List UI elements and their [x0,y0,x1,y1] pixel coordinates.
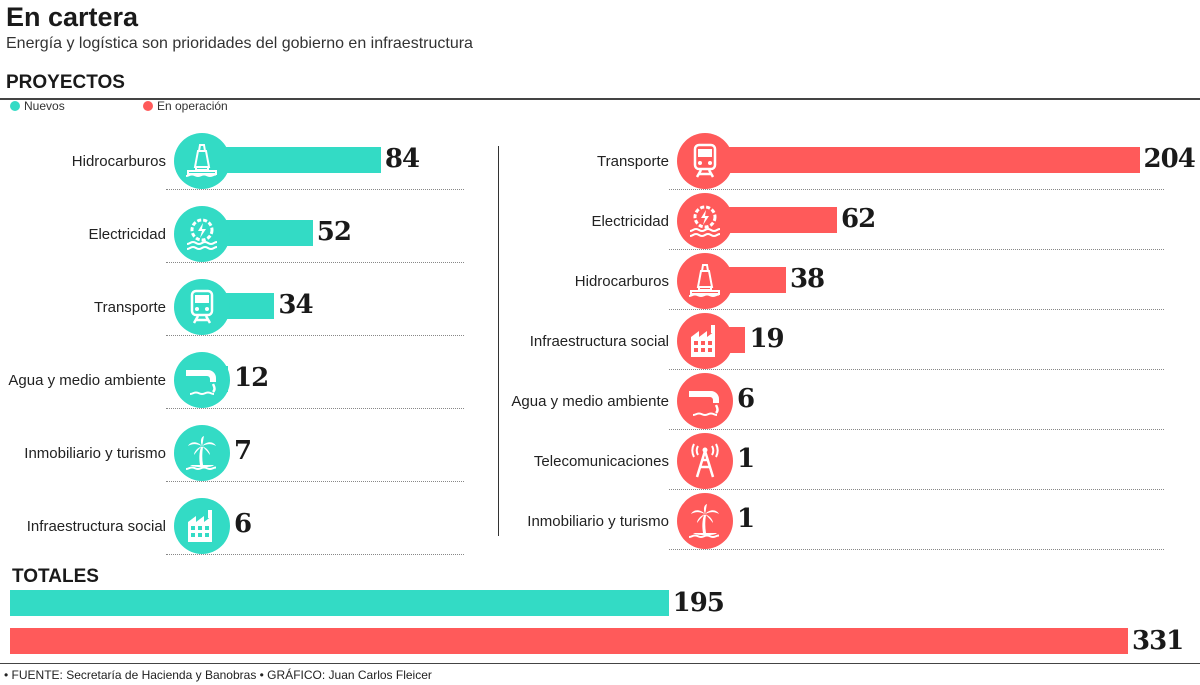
oil-rig-icon [174,133,230,189]
bar-row-new-agua-y-medio-ambiente: Agua y medio ambiente 12 [0,350,700,410]
chart-subtitle: Energía y logística son prioridades del … [6,35,473,52]
category-label: Infraestructura social [26,517,166,535]
total-bar-nuevos [10,590,669,616]
source-credit: • FUENTE: Secretaría de Hacienda y Banob… [4,668,432,682]
power-plant-icon [677,193,733,249]
category-label: Agua y medio ambiente [8,371,166,389]
totals-title: TOTALES [12,566,99,587]
category-label: Infraestructura social [529,332,669,350]
category-label: Electricidad [88,225,166,243]
water-pipe-icon [174,352,230,408]
legend-operating-swatch [143,101,153,111]
category-label: Inmobiliario y turismo [24,444,166,462]
legend-new-label: Nuevos [24,99,65,113]
top-rule [0,98,1200,100]
antenna-tower-icon [677,433,733,489]
row-divider [166,554,464,555]
palm-island-icon [174,425,230,481]
bar-row-operating-telecomunicaciones: Telecomunicaciones 1 [500,431,1200,491]
category-label: Agua y medio ambiente [511,392,669,410]
legend-new-swatch [10,101,20,111]
category-label: Hidrocarburos [574,272,669,290]
category-label: Transporte [94,298,166,316]
value-label: 7 [234,436,252,466]
category-label: Hidrocarburos [71,152,166,170]
power-plant-icon [174,206,230,262]
row-divider [166,408,464,409]
bar-row-new-transporte: Transporte 34 [0,277,700,337]
row-divider [669,489,1164,490]
row-divider [669,549,1164,550]
legend-operating: En operación [143,99,228,113]
bar [202,147,381,173]
value-label: 204 [1143,144,1196,174]
train-icon [677,133,733,189]
category-label: Electricidad [591,212,669,230]
bar-row-operating-agua-y-medio-ambiente: Agua y medio ambiente 6 [500,371,1200,431]
row-divider [669,429,1164,430]
category-label: Transporte [597,152,669,170]
row-divider [669,309,1164,310]
value-label: 34 [278,290,313,320]
building-icon [677,313,733,369]
bar-row-operating-infraestructura-social: Infraestructura social 19 [500,311,1200,371]
bottom-rule [0,663,1200,664]
bar-row-operating-transporte: Transporte 204 [500,131,1200,191]
category-label: Telecomunicaciones [533,452,669,470]
row-divider [669,369,1164,370]
value-label: 62 [841,204,876,234]
value-label: 19 [749,324,784,354]
total-value-label: 195 [672,588,725,618]
bar-row-new-electricidad: Electricidad 52 [0,204,700,264]
row-divider [166,262,464,263]
row-divider [166,189,464,190]
value-label: 38 [789,264,825,294]
row-divider [669,189,1164,190]
bar-row-operating-electricidad: Electricidad 62 [500,191,1200,251]
section-title: PROYECTOS [6,72,125,93]
bar-row-operating-inmobiliario-y-turismo: Inmobiliario y turismo 1 [500,491,1200,551]
row-divider [166,335,464,336]
building-icon [174,498,230,554]
value-label: 1 [737,444,755,474]
bar [705,147,1140,173]
oil-rig-icon [677,253,733,309]
row-divider [166,481,464,482]
total-bar-en-operacion [10,628,1128,654]
train-icon [174,279,230,335]
bar-row-new-hidrocarburos: Hidrocarburos 84 [0,131,700,191]
value-label: 6 [234,509,252,539]
value-label: 6 [737,384,755,414]
total-value-label: 331 [1132,626,1184,656]
category-label: Inmobiliario y turismo [527,512,669,530]
bar-row-operating-hidrocarburos: Hidrocarburos 38 [500,251,1200,311]
bar-row-new-infraestructura-social: Infraestructura social 6 [0,496,700,556]
bar-row-new-inmobiliario-y-turismo: Inmobiliario y turismo 7 [0,423,700,483]
value-label: 52 [316,217,352,247]
value-label: 84 [384,144,420,174]
column-divider [498,146,499,536]
legend-operating-label: En operación [157,99,228,113]
water-pipe-icon [677,373,733,429]
row-divider [669,249,1164,250]
value-label: 12 [234,363,269,393]
chart-title: En cartera [6,2,139,32]
value-label: 1 [737,504,755,534]
legend-new: Nuevos [10,99,65,113]
palm-island-icon [677,493,733,549]
